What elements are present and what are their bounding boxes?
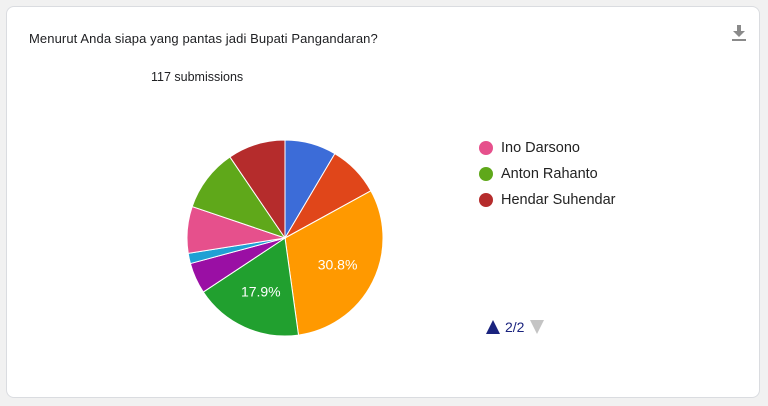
pie-slice-9[interactable]	[229, 139, 286, 240]
pie-chart: 30.8% 17.9%	[186, 139, 384, 337]
response-summary-card: Menurut Anda siapa yang pantas jadi Bupa…	[6, 6, 760, 398]
slice-percent-label: 17.9%	[241, 284, 281, 300]
question-title: Menurut Anda siapa yang pantas jadi Bupa…	[29, 31, 378, 46]
legend-label: Ino Darsono	[501, 140, 580, 156]
legend-item-hendar-suhendar[interactable]: Hendar Suhendar	[479, 187, 615, 213]
legend-label: Hendar Suhendar	[501, 192, 616, 208]
legend-swatch	[479, 193, 493, 207]
legend-item-anton-rahanto[interactable]: Anton Rahanto	[479, 161, 615, 187]
chart-legend: Ino Darsono Anton Rahanto Hendar Suhenda…	[479, 135, 615, 213]
legend-swatch	[479, 167, 493, 181]
legend-swatch	[479, 141, 493, 155]
legend-item-ino-darsono[interactable]: Ino Darsono	[479, 135, 615, 161]
submission-count: 117 submissions	[151, 70, 244, 84]
legend-label: Anton Rahanto	[501, 166, 598, 182]
pie-slice-4[interactable]	[202, 237, 300, 337]
download-icon[interactable]	[729, 23, 749, 43]
legend-pager: 2/2	[485, 319, 545, 335]
triangle-down-icon[interactable]	[529, 319, 545, 335]
pie-slice-3[interactable]	[284, 190, 384, 336]
slice-percent-label: 30.8%	[318, 256, 358, 272]
triangle-up-icon[interactable]	[485, 319, 501, 335]
legend-page-indicator: 2/2	[505, 319, 525, 335]
